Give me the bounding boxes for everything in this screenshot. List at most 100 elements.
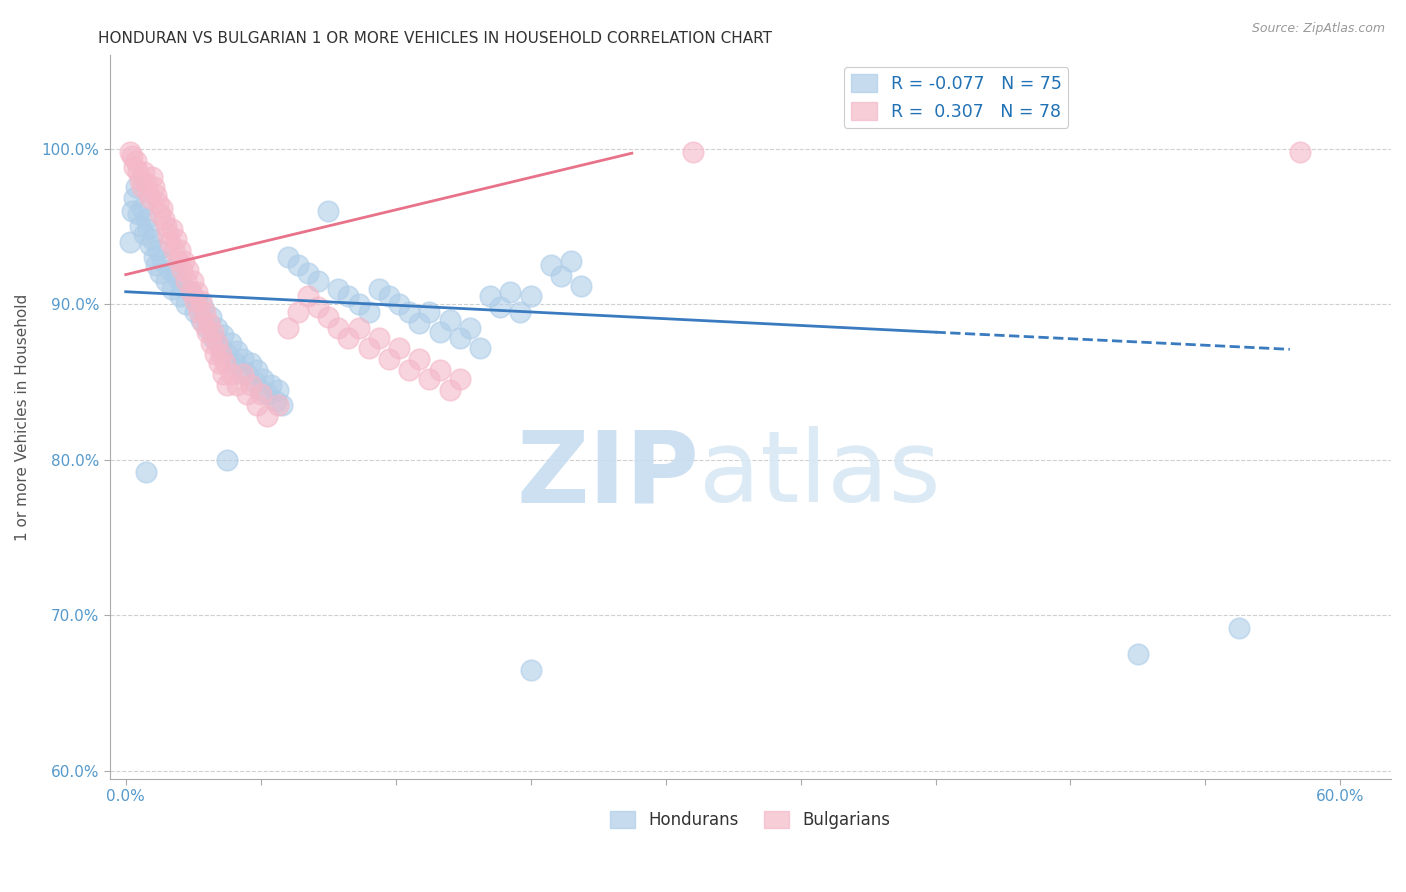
Point — [266, 383, 288, 397]
Point — [418, 372, 440, 386]
Point — [499, 285, 522, 299]
Point — [153, 211, 176, 226]
Point — [155, 219, 177, 234]
Point — [232, 368, 254, 382]
Point — [479, 289, 502, 303]
Point — [260, 378, 283, 392]
Point — [246, 362, 269, 376]
Point — [264, 393, 287, 408]
Point — [173, 253, 195, 268]
Point — [240, 378, 263, 392]
Point — [328, 282, 350, 296]
Point — [337, 331, 360, 345]
Point — [157, 227, 180, 241]
Point — [347, 297, 370, 311]
Point — [388, 297, 411, 311]
Point — [177, 263, 200, 277]
Point — [127, 207, 149, 221]
Point — [141, 232, 163, 246]
Point — [297, 289, 319, 303]
Point — [143, 251, 166, 265]
Point — [277, 320, 299, 334]
Point — [252, 372, 274, 386]
Point — [224, 356, 246, 370]
Point — [183, 305, 205, 319]
Point — [468, 341, 491, 355]
Point — [135, 176, 157, 190]
Point — [179, 285, 201, 299]
Point — [214, 356, 236, 370]
Point — [190, 294, 212, 309]
Point — [489, 301, 512, 315]
Point — [509, 305, 531, 319]
Point — [378, 289, 401, 303]
Text: ZIP: ZIP — [516, 426, 699, 524]
Point — [408, 351, 430, 366]
Point — [226, 378, 249, 392]
Point — [236, 368, 259, 382]
Point — [449, 331, 471, 345]
Point — [122, 191, 145, 205]
Point — [201, 331, 224, 345]
Point — [143, 180, 166, 194]
Point — [1227, 621, 1250, 635]
Point — [132, 227, 155, 241]
Point — [297, 266, 319, 280]
Point — [208, 356, 231, 370]
Point — [194, 305, 217, 319]
Point — [398, 305, 420, 319]
Point — [219, 368, 242, 382]
Point — [167, 253, 190, 268]
Point — [256, 409, 278, 424]
Point — [439, 312, 461, 326]
Point — [226, 343, 249, 358]
Point — [132, 165, 155, 179]
Point — [246, 398, 269, 412]
Point — [121, 149, 143, 163]
Point — [125, 180, 148, 194]
Point — [236, 387, 259, 401]
Point — [176, 274, 198, 288]
Point — [408, 316, 430, 330]
Point — [429, 362, 451, 376]
Point — [150, 253, 173, 268]
Point — [146, 243, 169, 257]
Point — [449, 372, 471, 386]
Point — [367, 331, 389, 345]
Point — [439, 383, 461, 397]
Point — [316, 310, 339, 324]
Point — [179, 285, 201, 299]
Point — [245, 375, 267, 389]
Point — [159, 235, 181, 249]
Point — [187, 305, 209, 319]
Point — [215, 347, 238, 361]
Point — [212, 368, 235, 382]
Point — [367, 282, 389, 296]
Point — [277, 251, 299, 265]
Point — [135, 211, 157, 226]
Point — [256, 387, 278, 401]
Point — [190, 312, 212, 326]
Point — [1126, 648, 1149, 662]
Point — [128, 172, 150, 186]
Point — [205, 336, 228, 351]
Point — [215, 453, 238, 467]
Point — [240, 356, 263, 370]
Point — [337, 289, 360, 303]
Point — [429, 325, 451, 339]
Point — [145, 188, 167, 202]
Point — [287, 258, 309, 272]
Point — [418, 305, 440, 319]
Point — [172, 263, 194, 277]
Point — [398, 362, 420, 376]
Point — [458, 320, 481, 334]
Legend: Hondurans, Bulgarians: Hondurans, Bulgarians — [603, 805, 897, 836]
Point — [682, 145, 704, 159]
Point — [145, 258, 167, 272]
Point — [316, 203, 339, 218]
Point — [347, 320, 370, 334]
Point — [135, 465, 157, 479]
Point — [176, 297, 198, 311]
Point — [131, 180, 153, 194]
Point — [560, 253, 582, 268]
